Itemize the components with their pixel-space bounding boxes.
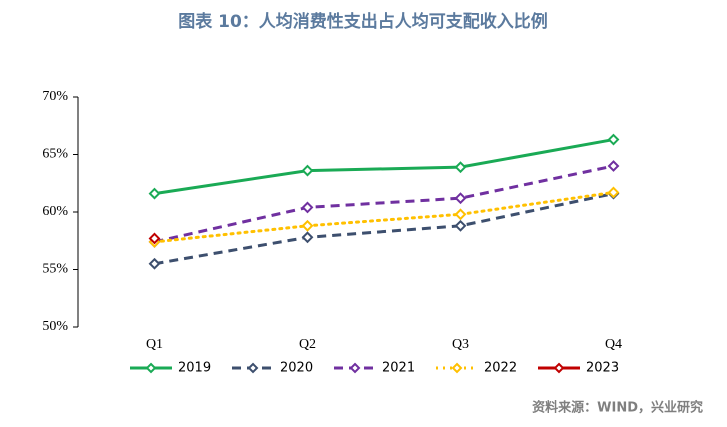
series-line (154, 138, 614, 196)
legend-marker (145, 362, 157, 374)
point-marker (148, 232, 161, 245)
legend-marker (553, 362, 565, 374)
y-tick-label: 60% (42, 204, 68, 219)
legend-label: 2023 (586, 361, 619, 376)
y-tick-label: 50% (42, 319, 68, 334)
point-marker (301, 201, 314, 214)
legend-label: 2020 (280, 361, 313, 376)
x-tick-label: Q3 (452, 337, 469, 352)
point-marker (607, 186, 620, 199)
series-line (153, 190, 615, 244)
y-tick-label: 70% (42, 89, 68, 104)
point-marker (301, 219, 314, 232)
y-tick-label: 65% (42, 147, 68, 162)
legend-label: 2019 (178, 361, 211, 376)
point-marker (148, 187, 161, 200)
x-tick-label: Q2 (299, 337, 316, 352)
legend-marker (451, 362, 463, 374)
series-line (154, 192, 614, 266)
legend-marker (247, 362, 259, 374)
legend-label: 2021 (382, 361, 415, 376)
point-marker (148, 257, 161, 270)
point-marker (607, 160, 620, 172)
point-marker (301, 231, 314, 244)
y-tick-label: 55% (42, 262, 68, 277)
point-marker (301, 164, 314, 177)
series-line (154, 164, 614, 244)
chart-title: 图表 10：人均消费性支出占人均可支配收入比例 (178, 11, 548, 32)
point-marker (607, 133, 620, 146)
x-tick-label: Q1 (146, 337, 163, 352)
point-marker (454, 192, 467, 205)
source-note: 资料来源：WIND，兴业研究 (532, 400, 703, 416)
point-marker (454, 208, 467, 221)
legend-marker (349, 362, 361, 374)
legend-label: 2022 (484, 361, 517, 376)
point-marker (454, 161, 467, 174)
x-tick-label: Q4 (605, 337, 622, 352)
point-marker (454, 219, 467, 232)
